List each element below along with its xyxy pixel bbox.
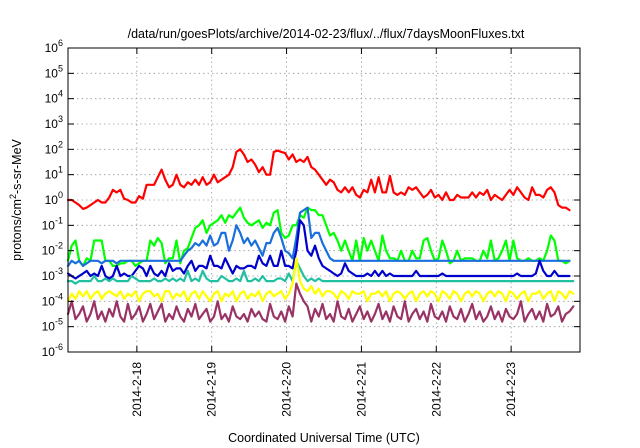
y-tick-exponent: 4: [58, 89, 63, 99]
y-tick-base: 10: [45, 66, 59, 80]
y-tick-exponent: -3: [55, 266, 63, 276]
series-layer: [66, 148, 575, 323]
x-tick-labels: 2014-2-18 2014-2-19 2014-2-20 2014-2-21 2014…: [130, 362, 518, 417]
y-tick-label: 101: [45, 165, 63, 182]
y-tick-label: 104: [45, 89, 63, 106]
y-tick-base: 10: [45, 168, 59, 182]
x-tick-label: 2014-2-20: [280, 362, 294, 417]
y-tick-label: 10-6: [42, 342, 63, 359]
y-tick-label: 100: [45, 190, 63, 207]
series-line: [66, 259, 575, 285]
y-tick-exponent: -4: [55, 291, 63, 301]
y-tick-exponent: 5: [58, 63, 63, 73]
y-tick-label: 10-1: [42, 215, 63, 232]
x-tick-label: 2014-2-22: [429, 362, 443, 417]
y-tick-base: 10: [42, 244, 56, 258]
x-tick-label: 2014-2-21: [354, 362, 368, 417]
axis-ticks: [68, 47, 580, 353]
series-line: [66, 148, 571, 212]
y-tick-base: 10: [45, 142, 59, 156]
y-tick-exponent: -5: [55, 317, 63, 327]
y-tick-label: 102: [45, 139, 63, 156]
y-axis-title-prefix: protons/cm: [10, 199, 24, 261]
y-axis-title-sup: 2: [8, 194, 18, 199]
grid: [68, 48, 580, 352]
y-tick-label: 103: [45, 114, 63, 131]
y-tick-labels: 10610510410310210110010-110-210-310-410-…: [42, 38, 63, 359]
y-tick-exponent: 0: [58, 190, 63, 200]
y-axis-title: protons/cm2-s-sr-MeV: [8, 138, 24, 260]
y-tick-exponent: 2: [58, 139, 63, 149]
y-tick-label: 10-3: [42, 266, 63, 283]
x-axis-title: Coordinated Universal Time (UTC): [228, 431, 420, 445]
series-line: [66, 219, 571, 280]
x-tick-label: 2014-2-23: [504, 362, 518, 417]
y-tick-exponent: -2: [55, 241, 63, 251]
series-line: [66, 206, 571, 267]
y-tick-label: 105: [45, 63, 63, 80]
y-tick-exponent: 1: [58, 165, 63, 175]
series-line: [66, 257, 575, 303]
y-tick-base: 10: [42, 320, 56, 334]
series-line: [66, 282, 575, 323]
y-tick-label: 10-5: [42, 317, 63, 334]
y-tick-label: 10-4: [42, 291, 63, 308]
x-tick-label: 2014-2-18: [130, 362, 144, 417]
y-tick-base: 10: [45, 193, 59, 207]
y-tick-base: 10: [42, 294, 56, 308]
y-tick-base: 10: [45, 41, 59, 55]
y-tick-base: 10: [45, 92, 59, 106]
y-tick-base: 10: [45, 117, 59, 131]
y-tick-exponent: 6: [58, 38, 63, 48]
y-tick-label: 10-2: [42, 241, 63, 258]
y-tick-base: 10: [42, 218, 56, 232]
y-axis-title-suffix: -s-sr-MeV: [10, 138, 24, 194]
y-tick-exponent: -1: [55, 215, 63, 225]
chart-title: /data/run/goesPlots/archive/2014-02-23/f…: [128, 27, 525, 41]
x-tick-label: 2014-2-19: [205, 362, 219, 417]
y-tick-base: 10: [42, 269, 56, 283]
y-tick-exponent: 3: [58, 114, 63, 124]
y-tick-label: 106: [45, 38, 63, 55]
y-tick-exponent: -6: [55, 342, 63, 352]
y-tick-base: 10: [42, 345, 56, 359]
series-line: [66, 206, 571, 267]
